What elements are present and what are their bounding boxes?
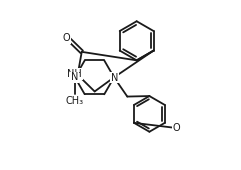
Text: O: O: [173, 123, 181, 133]
Text: N: N: [71, 72, 79, 82]
Text: O: O: [63, 33, 70, 43]
Text: N: N: [111, 73, 119, 83]
Text: CH₃: CH₃: [66, 96, 84, 106]
Text: NH: NH: [67, 69, 82, 79]
